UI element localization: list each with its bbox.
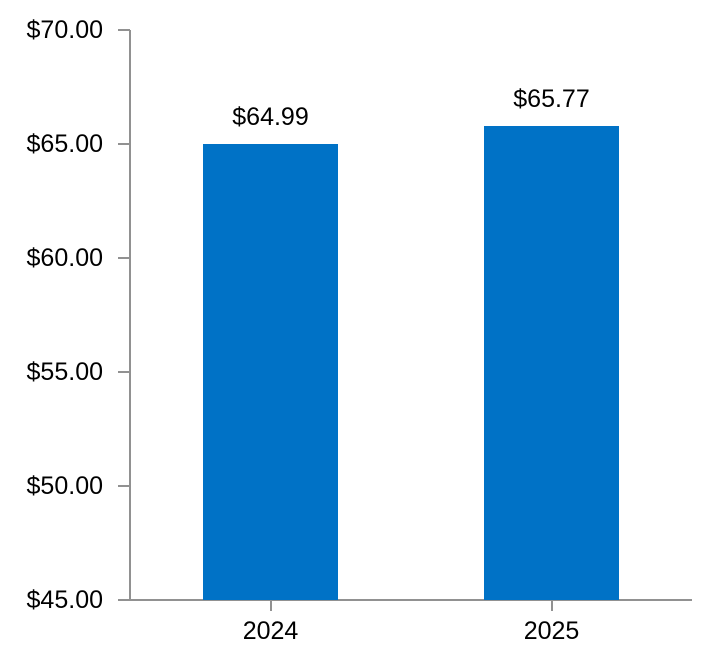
y-axis-tick xyxy=(118,371,130,373)
bar xyxy=(203,144,338,600)
y-axis-tick-label: $60.00 xyxy=(26,244,103,272)
y-axis-tick xyxy=(118,485,130,487)
y-axis-tick-label: $50.00 xyxy=(26,472,103,500)
y-axis-tick xyxy=(118,143,130,145)
bar-value-label: $65.77 xyxy=(513,85,590,114)
x-axis-tick xyxy=(269,601,272,611)
x-axis-tick xyxy=(550,601,553,611)
y-axis-tick xyxy=(118,599,130,601)
y-axis-tick-label: $65.00 xyxy=(26,130,103,158)
bar xyxy=(484,126,619,600)
bar-value-label: $64.99 xyxy=(232,103,309,132)
y-axis-tick-label: $45.00 xyxy=(26,586,103,614)
x-axis-line xyxy=(118,599,692,601)
x-axis-tick-label: 2024 xyxy=(242,617,299,645)
x-axis-tick-label: 2025 xyxy=(523,617,580,645)
y-axis-tick xyxy=(118,29,130,31)
y-axis-tick xyxy=(118,257,130,259)
y-axis-line xyxy=(129,30,131,601)
y-axis-tick-label: $55.00 xyxy=(26,358,103,386)
y-axis-tick-label: $70.00 xyxy=(26,16,103,44)
